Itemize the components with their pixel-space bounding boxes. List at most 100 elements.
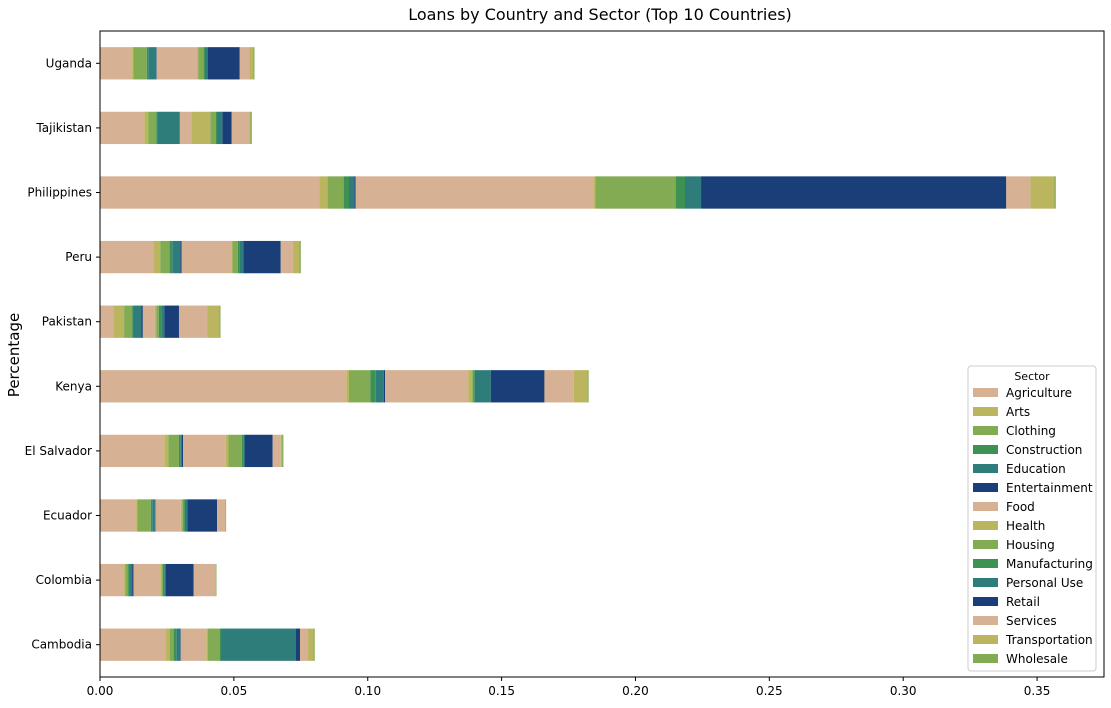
bar-cambodia-services: [299, 628, 309, 661]
bar-ecuador-manufacturing: [183, 499, 185, 532]
bar-pakistan-retail: [164, 305, 179, 338]
y-tick-label: Peru: [65, 250, 92, 264]
bar-tajikistan-wholesale: [250, 111, 252, 145]
bar-peru-wholesale: [299, 240, 301, 274]
legend-swatch: [973, 578, 998, 587]
bar-cambodia-manufacturing: [219, 628, 222, 661]
chart-title: Loans by Country and Sector (Top 10 Coun…: [408, 5, 792, 24]
y-tick-label: El Salvador: [25, 444, 92, 458]
legend-swatch: [973, 464, 998, 473]
bar-pakistan-personal-use: [161, 305, 165, 338]
bar-colombia-personal-use: [164, 563, 166, 597]
bar-el-salvador-health: [225, 434, 229, 468]
legend-swatch: [973, 635, 998, 644]
bar-uganda-arts: [132, 47, 134, 80]
bar-uganda-entertainment: [156, 47, 157, 80]
bar-el-salvador-food: [182, 434, 226, 468]
legend-swatch: [973, 616, 998, 625]
bar-pakistan-manufacturing: [158, 305, 162, 338]
bar-tajikistan-retail: [222, 111, 232, 145]
y-tick-label: Pakistan: [42, 315, 92, 329]
legend-label: Clothing: [1006, 424, 1056, 438]
bar-peru-transportation: [292, 240, 300, 274]
bar-colombia-construction: [128, 563, 130, 597]
bar-ecuador-construction: [150, 499, 153, 532]
bar-colombia-food: [133, 563, 161, 597]
bar-philippines-agriculture: [100, 176, 320, 209]
bar-peru-clothing: [160, 240, 170, 274]
bar-cambodia-personal-use: [221, 628, 296, 661]
y-tick-label: Kenya: [55, 379, 92, 393]
bar-tajikistan-agriculture: [100, 111, 145, 145]
bar-peru-agriculture: [100, 240, 154, 274]
bar-philippines-transportation: [1030, 176, 1055, 209]
bar-colombia-wholesale: [215, 563, 217, 597]
bar-pakistan-health: [154, 305, 157, 338]
x-tick-label: 0.00: [87, 684, 114, 698]
bar-philippines-housing: [595, 176, 676, 209]
bar-philippines-retail: [701, 176, 1007, 209]
bar-pakistan-construction: [132, 305, 134, 338]
bar-tajikistan-education: [157, 111, 179, 145]
bar-el-salvador-retail: [244, 434, 273, 468]
x-tick-label: 0.10: [354, 684, 381, 698]
bar-el-salvador-agriculture: [100, 434, 165, 468]
x-tick-label: 0.35: [1024, 684, 1051, 698]
bar-cambodia-housing: [207, 628, 220, 661]
legend-swatch: [973, 426, 998, 435]
legend-label: Entertainment: [1006, 481, 1093, 495]
legend-label: Food: [1006, 500, 1035, 514]
legend-label: Agriculture: [1006, 386, 1072, 400]
legend-label: Personal Use: [1006, 576, 1083, 590]
bar-ecuador-entertainment: [154, 499, 156, 532]
bar-pakistan-education: [133, 305, 142, 338]
bar-cambodia-health: [206, 628, 208, 661]
bar-el-salvador-arts: [164, 434, 169, 468]
bar-colombia-agriculture: [100, 563, 125, 597]
bar-pakistan-housing: [156, 305, 159, 338]
bar-colombia-clothing: [125, 563, 129, 597]
legend-label: Retail: [1006, 595, 1040, 609]
bar-kenya-health: [468, 370, 473, 403]
legend-swatch: [973, 654, 998, 663]
bar-uganda-clothing: [133, 47, 147, 80]
bar-philippines-manufacturing: [675, 176, 685, 209]
bar-uganda-services: [239, 47, 250, 80]
y-tick-label: Ecuador: [43, 509, 92, 523]
legend-swatch: [973, 597, 998, 606]
bar-el-salvador-housing: [228, 434, 242, 468]
legend-label: Housing: [1006, 538, 1055, 552]
legend-label: Education: [1006, 462, 1066, 476]
bar-peru-food: [181, 240, 232, 274]
bar-peru-health: [231, 240, 233, 274]
bar-philippines-entertainment: [354, 176, 356, 209]
y-tick-label: Colombia: [36, 573, 92, 587]
legend-frame: [967, 365, 1097, 672]
bar-peru-retail: [243, 240, 281, 274]
bar-kenya-personal-use: [474, 370, 491, 403]
bar-uganda-construction: [146, 47, 149, 80]
bar-colombia-arts: [124, 563, 126, 597]
legend-label: Health: [1006, 519, 1045, 533]
bar-ecuador-services: [216, 499, 226, 532]
bar-cambodia-arts: [165, 628, 170, 661]
legend-swatch: [973, 445, 998, 454]
legend-label: Manufacturing: [1006, 557, 1093, 571]
bar-tajikistan-housing: [210, 111, 216, 145]
bar-uganda-retail: [207, 47, 240, 80]
bar-kenya-wholesale: [587, 370, 589, 403]
legend-label: Arts: [1006, 405, 1030, 419]
bar-cambodia-education: [176, 628, 181, 661]
bar-peru-education: [172, 240, 181, 274]
bar-kenya-construction: [370, 370, 376, 403]
bar-uganda-personal-use: [204, 47, 208, 80]
bar-ecuador-clothing: [137, 499, 151, 532]
legend-swatch: [973, 540, 998, 549]
bar-pakistan-arts: [113, 305, 125, 338]
bar-el-salvador-entertainment: [181, 434, 183, 468]
bar-philippines-food: [355, 176, 594, 209]
bar-pakistan-food: [142, 305, 155, 338]
bar-ecuador-transportation: [225, 499, 226, 532]
bar-uganda-food: [156, 47, 197, 80]
